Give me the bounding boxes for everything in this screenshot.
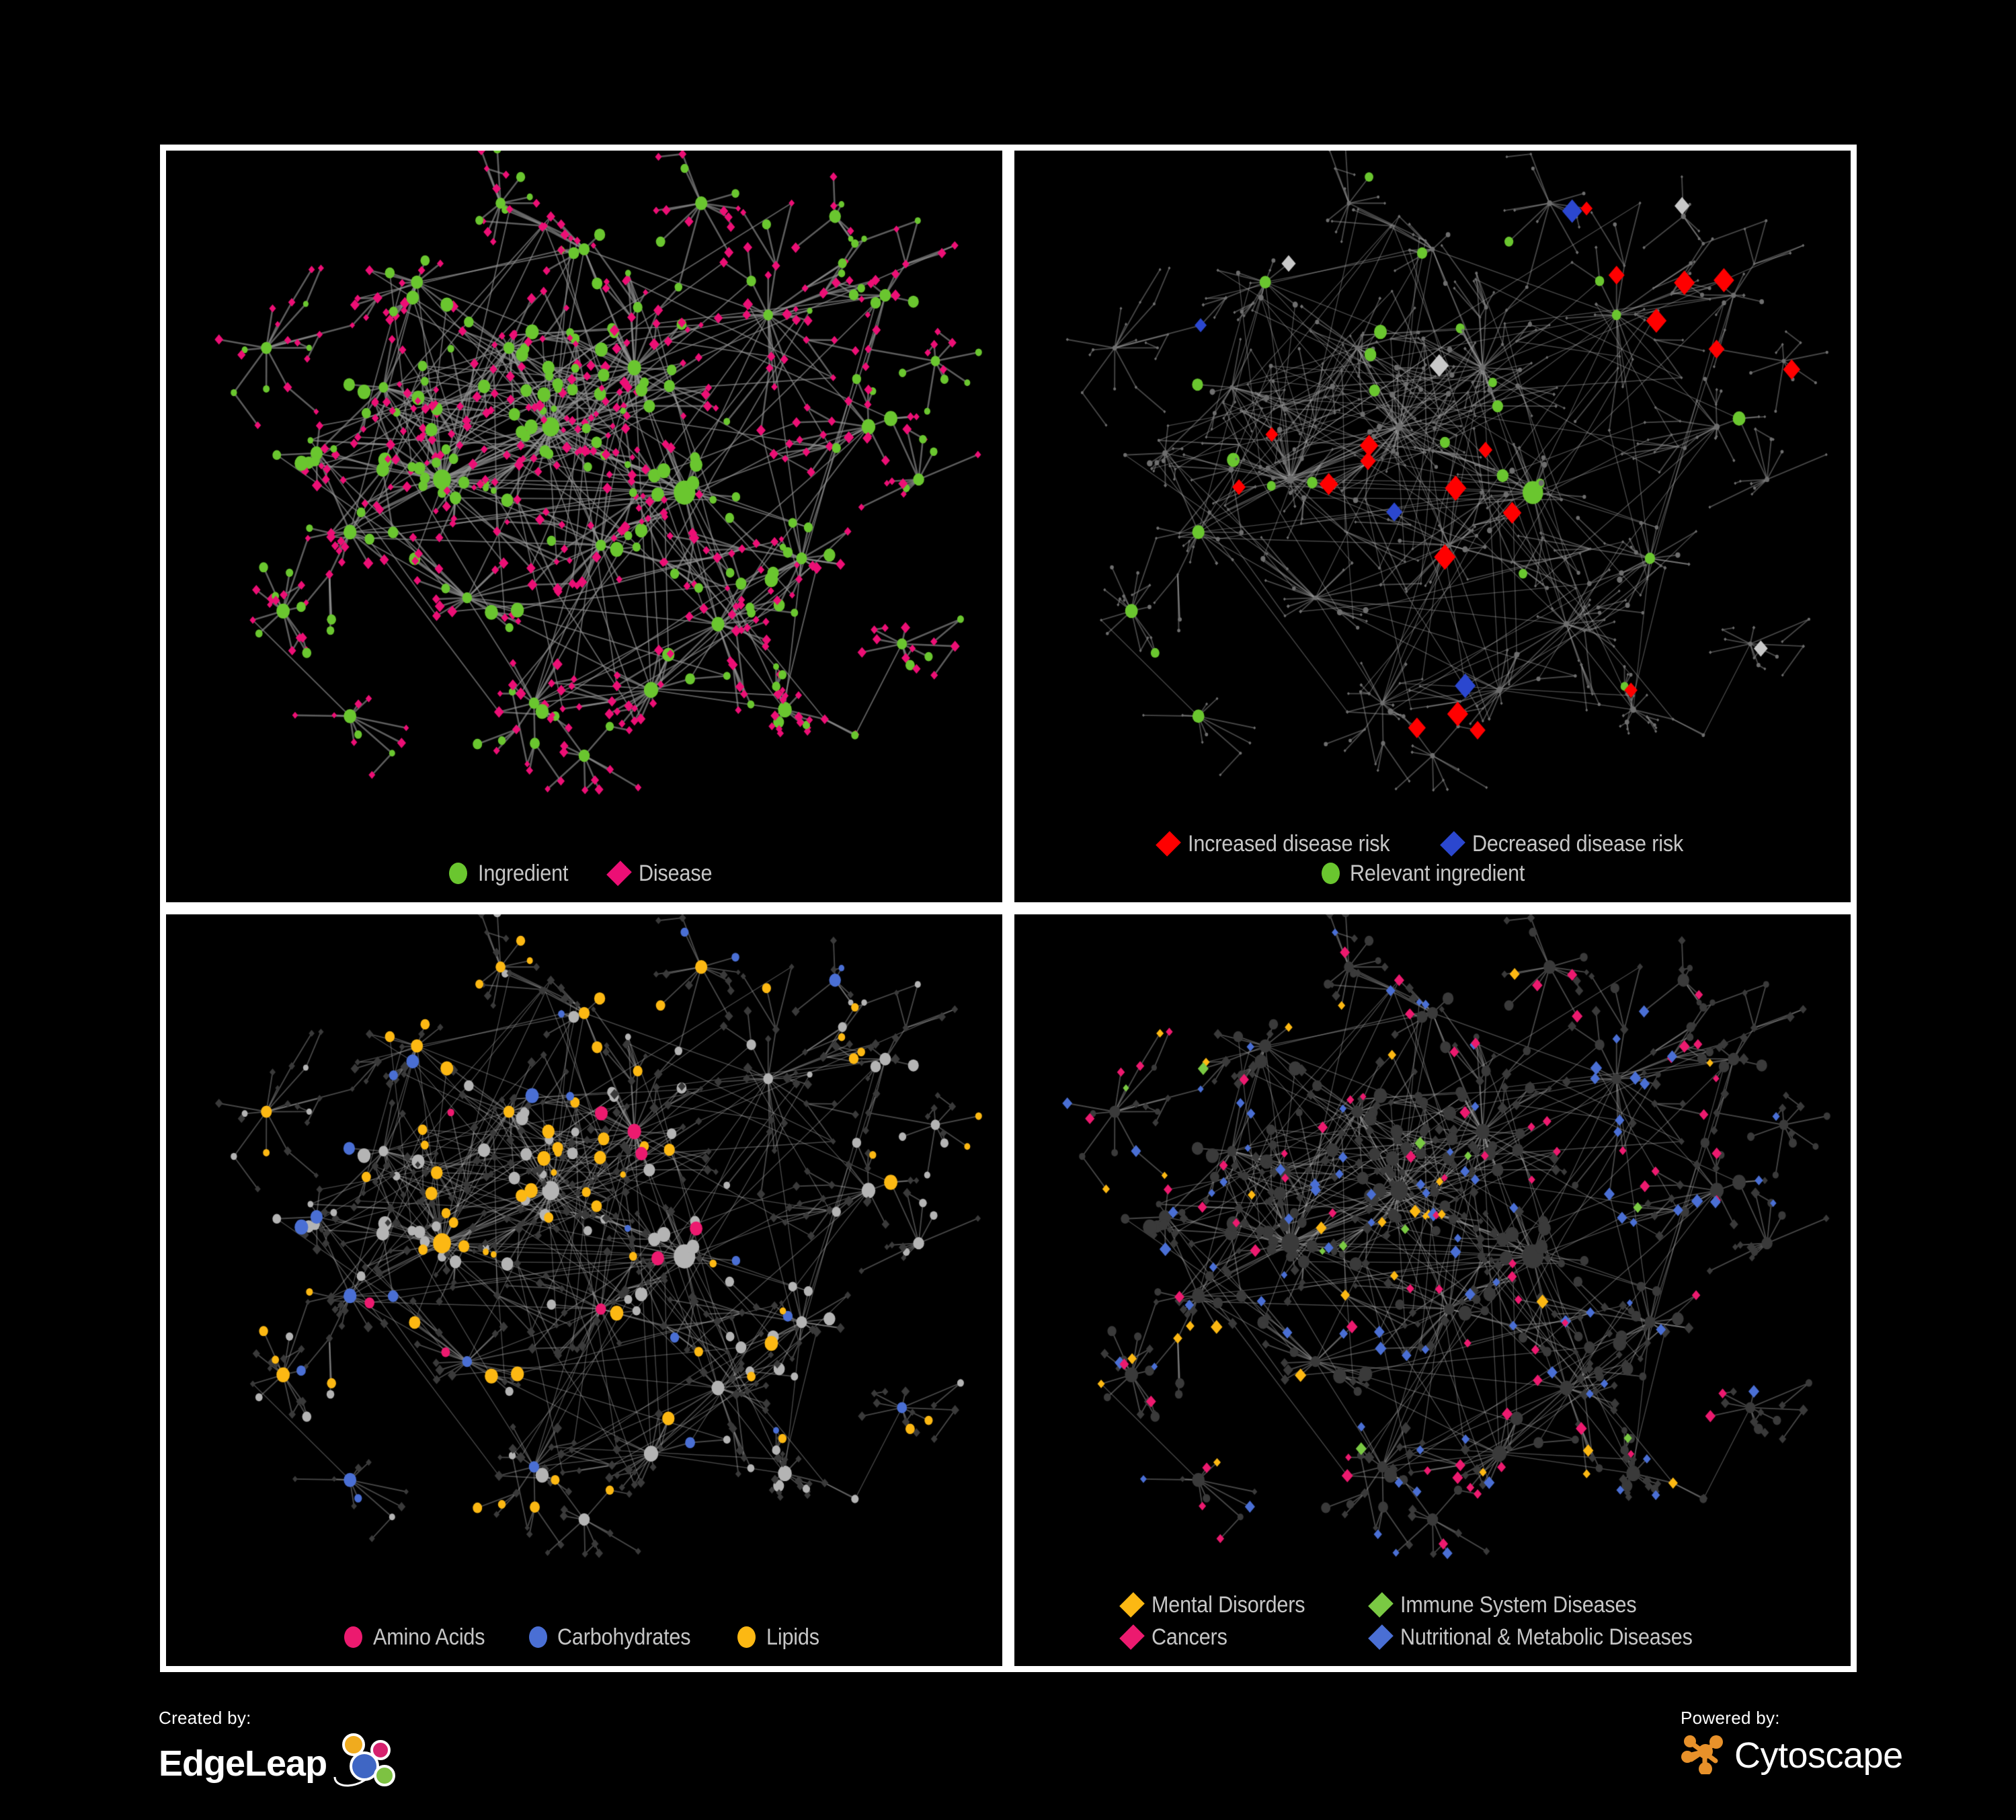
network-canvas-disease-risk[interactable]	[1014, 151, 1851, 902]
legend-disease-label: Disease	[638, 861, 713, 886]
legend-nutritional-metabolic-diseases-swatch-diamond-icon	[1368, 1624, 1394, 1650]
brand-created-by: Created by: EdgeLeap	[159, 1708, 398, 1794]
panel-ingredient-class[interactable]: Amino Acids Carbohydrates Lipids	[166, 914, 1002, 1666]
legend-immune-system-diseases-swatch-diamond-icon	[1368, 1592, 1394, 1618]
legend-mental-disorders: Mental Disorders	[1119, 1592, 1371, 1618]
legend-disease-swatch-diamond-icon	[606, 861, 632, 886]
legend-relevant-ingredient: Relevant ingredient	[1320, 862, 1544, 885]
panel-grid: Ingredient Disease Increased disease risk…	[160, 145, 1857, 1672]
legend-mental-disorders-label: Mental Disorders	[1152, 1592, 1305, 1618]
legend-lipids: Lipids	[737, 1626, 825, 1649]
legend-mental-disorders-swatch-diamond-icon	[1119, 1592, 1145, 1618]
edgeleap-nodes-icon	[333, 1733, 398, 1794]
panel-ingredient-disease[interactable]: Ingredient Disease	[166, 151, 1002, 902]
cytoscape-logo-row: Cytoscape	[1681, 1733, 1903, 1778]
legend-ingredient-swatch-circle-icon	[448, 862, 469, 885]
legend-increased-disease-risk-label: Increased disease risk	[1187, 831, 1390, 857]
legend-ingredient-class: Amino Acids Carbohydrates Lipids	[166, 1626, 1002, 1649]
legend-disease-class: Mental Disorders Immune System Diseases Ca…	[1014, 1592, 1851, 1650]
legend-increased-disease-risk: Increased disease risk	[1155, 831, 1412, 857]
legend-disease: Disease	[606, 861, 720, 886]
panel-disease-class[interactable]: Mental Disorders Immune System Diseases Ca…	[1014, 914, 1851, 1666]
legend-increased-disease-risk-swatch-diamond-icon	[1155, 831, 1181, 857]
legend-decreased-disease-risk-label: Decreased disease risk	[1472, 831, 1684, 857]
legend-immune-system-diseases: Immune System Diseases	[1368, 1592, 1637, 1618]
legend-amino-acids-swatch-circle-icon	[344, 1626, 364, 1649]
legend-carbohydrates: Carbohydrates	[528, 1626, 705, 1649]
legend-carbohydrates-swatch-circle-icon	[528, 1626, 548, 1649]
legend-immune-system-diseases-label: Immune System Diseases	[1400, 1592, 1637, 1618]
network-canvas-disease-class[interactable]	[1014, 914, 1851, 1666]
legend-nutritional-metabolic-diseases-label: Nutritional & Metabolic Diseases	[1400, 1624, 1693, 1650]
legend-cancers-swatch-diamond-icon	[1119, 1624, 1145, 1650]
created-by-kicker: Created by:	[159, 1708, 251, 1728]
legend-decreased-disease-risk-swatch-diamond-icon	[1440, 831, 1466, 857]
legend-cancers: Cancers	[1119, 1624, 1371, 1650]
legend-decreased-disease-risk: Decreased disease risk	[1440, 831, 1707, 857]
legend-disease-risk: Increased disease risk Decreased disease …	[1014, 831, 1851, 885]
powered-by-kicker: Powered by:	[1681, 1708, 1780, 1728]
cytoscape-icon	[1681, 1733, 1728, 1778]
brand-powered-by: Powered by: Cytoscape	[1681, 1708, 1903, 1778]
legend-carbohydrates-label: Carbohydrates	[557, 1624, 691, 1650]
edgeleap-wordmark: EdgeLeap	[159, 1743, 327, 1784]
legend-amino-acids: Amino Acids	[344, 1626, 497, 1649]
legend-cancers-label: Cancers	[1152, 1624, 1227, 1650]
panel-disease-risk[interactable]: Increased disease risk Decreased disease …	[1014, 151, 1851, 902]
legend-nutritional-metabolic-diseases: Nutritional & Metabolic Diseases	[1368, 1624, 1693, 1650]
network-canvas-ingredient-disease[interactable]	[166, 151, 1002, 902]
edgeleap-logo-row: EdgeLeap	[159, 1733, 398, 1794]
legend-ingredient-disease: Ingredient Disease	[166, 861, 1002, 886]
legend-ingredient-label: Ingredient	[477, 861, 568, 886]
legend-amino-acids-label: Amino Acids	[372, 1624, 485, 1650]
legend-lipids-swatch-circle-icon	[737, 1626, 757, 1649]
legend-ingredient: Ingredient	[448, 862, 578, 885]
network-canvas-ingredient-class[interactable]	[166, 914, 1002, 1666]
cytoscape-wordmark: Cytoscape	[1734, 1735, 1903, 1776]
legend-lipids-label: Lipids	[766, 1624, 819, 1650]
legend-relevant-ingredient-swatch-circle-icon	[1320, 862, 1340, 885]
legend-relevant-ingredient-label: Relevant ingredient	[1350, 861, 1525, 886]
